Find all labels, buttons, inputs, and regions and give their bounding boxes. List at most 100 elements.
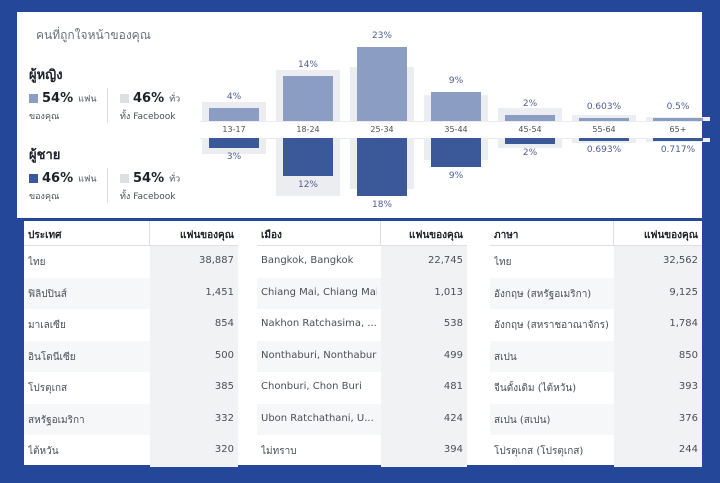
women-pct-label: 4%	[226, 92, 242, 103]
row-value: 424	[443, 412, 463, 424]
row-value: 854	[214, 318, 234, 329]
value-cell-bg	[614, 435, 702, 467]
men-bar	[209, 138, 259, 148]
table-row: สหรัฐอเมริกา 332	[24, 403, 238, 435]
table-row: โปรตุเกส 385	[24, 372, 238, 404]
column-header[interactable]: ประเทศ	[28, 230, 62, 241]
row-value: 850	[678, 349, 698, 361]
men-bar	[579, 138, 629, 141]
table-header: ประเทศ แฟนของคุณ	[24, 221, 238, 246]
row-value: 1,013	[434, 286, 463, 298]
table-header: ภาษา แฟนของคุณ	[490, 221, 702, 246]
table-row: อินโดนีเซีย 500	[24, 340, 238, 372]
row-value: 32,562	[663, 255, 698, 266]
table-row: ไต้หวัน 320	[24, 435, 238, 467]
age-tick-label: 45-54	[518, 125, 542, 134]
men-bar	[431, 138, 481, 167]
row-value: 244	[678, 444, 698, 455]
men-all-stat: 54% ทั่ว ทั้ง Facebook	[107, 168, 180, 203]
age-tick-label: 25-34	[370, 125, 394, 134]
women-fans-stat: 54% แฟน ของคุณ	[29, 88, 97, 123]
row-value: 376	[678, 412, 698, 424]
women-pct-label: 2%	[522, 98, 538, 109]
men-all-sub: ทั้ง Facebook	[120, 192, 176, 202]
column-divider	[149, 221, 150, 245]
men-bar	[357, 138, 407, 196]
age-gender-chart: 4% 3% 13-17 14% 12% 18-24 23% 18% 25-34 9% 9% 35-44…	[192, 31, 710, 212]
men-pct-label: 3%	[226, 151, 242, 162]
men-fans-stat: 46% แฟน ของคุณ	[29, 168, 97, 203]
men-swatch	[29, 174, 38, 183]
row-label: อังกฤษ (สหรัฐอเมริกา)	[494, 288, 592, 300]
men-fans-pct: 46%	[42, 171, 74, 186]
column-header[interactable]: แฟนของคุณ	[408, 230, 463, 241]
men-pct-label: 18%	[371, 199, 392, 210]
column-header[interactable]: แฟนของคุณ	[179, 230, 234, 241]
value-cell-bg	[381, 372, 467, 404]
value-cell-bg	[150, 246, 238, 278]
table-row: อังกฤษ (สหราชอาณาจักร) 1,784	[490, 309, 702, 341]
row-value: 320	[214, 444, 234, 455]
row-label: มาเลเซีย	[28, 320, 66, 331]
value-cell-bg	[150, 403, 238, 435]
women-pct-label: 0.5%	[666, 102, 690, 112]
column-divider	[380, 221, 381, 245]
row-value: 481	[443, 381, 463, 392]
table-row: อังกฤษ (สหรัฐอเมริกา) 9,125	[490, 277, 702, 309]
fans-tables: ประเทศ แฟนของคุณไทย 38,887 ฟิลิปปินส์ 1,451 ม…	[24, 221, 702, 467]
men-pct-label: 0.693%	[586, 145, 622, 155]
women-pct-label: 14%	[297, 60, 318, 71]
table-row: ไทย 38,887	[24, 246, 238, 278]
row-value: 22,745	[428, 255, 463, 266]
women-summary: ผู้หญิง 54% แฟน ของคุณ 46% ทั่ว ทั้ง Fac…	[29, 64, 180, 123]
women-bar	[505, 114, 555, 121]
value-cell-bg	[150, 277, 238, 309]
table-row: Ubon Ratchathani, U... 424	[257, 403, 467, 435]
value-cell-bg	[614, 309, 702, 341]
women-bar	[579, 118, 629, 121]
men-label: ผู้ชาย	[29, 148, 61, 163]
age-tick-label: 55-64	[592, 125, 616, 134]
table-row: โปรตุเกส (โปรตุเกส) 244	[490, 435, 702, 467]
column-header[interactable]: เมือง	[261, 230, 282, 241]
table-row: มาเลเซีย 854	[24, 309, 238, 341]
row-label: สเปน	[494, 351, 517, 363]
value-cell-bg	[614, 372, 702, 404]
table-row: Bangkok, Bangkok 22,745	[257, 246, 467, 278]
men-pct-label: 9%	[448, 170, 464, 181]
value-cell-bg	[150, 372, 238, 404]
women-all-stat: 46% ทั่ว ทั้ง Facebook	[107, 88, 180, 123]
women-bar	[357, 47, 407, 121]
women-all-word: ทั่ว	[169, 94, 181, 105]
table-row: สเปน 850	[490, 340, 702, 372]
column-header[interactable]: ภาษา	[494, 230, 519, 241]
row-label: ไทย	[494, 257, 512, 268]
countries-table: ประเทศ แฟนของคุณไทย 38,887 ฟิลิปปินส์ 1,451 ม…	[24, 221, 238, 467]
women-bar	[283, 76, 333, 121]
row-value: 393	[678, 381, 698, 392]
row-label: สหรัฐอเมริกา	[28, 414, 85, 426]
men-bar	[653, 138, 703, 141]
row-label: Chiang Mai, Chiang Mai	[261, 286, 377, 298]
row-label: ฟิลิปปินส์	[28, 288, 67, 300]
row-value: 1,451	[205, 286, 234, 298]
row-label: Ubon Ratchathani, U...	[261, 412, 374, 424]
row-label: จีนดั้งเดิม (ไต้หวัน)	[494, 383, 577, 394]
value-cell-bg	[150, 340, 238, 372]
age-tick-label: 13-17	[222, 125, 246, 134]
men-all-word: ทั่ว	[169, 174, 181, 185]
men-fans-sub: ของคุณ	[29, 192, 60, 202]
row-value: 1,784	[669, 318, 698, 329]
men-pct-label: 12%	[297, 180, 318, 191]
women-bar	[653, 118, 703, 121]
table-row: Chonburi, Chon Buri 481	[257, 372, 467, 404]
women-all-pct: 46%	[133, 91, 165, 106]
women-swatch	[29, 94, 38, 103]
value-cell-bg	[614, 277, 702, 309]
women-all-swatch	[120, 94, 129, 103]
women-fans-sub: ของคุณ	[29, 112, 60, 122]
column-header[interactable]: แฟนของคุณ	[643, 230, 698, 241]
row-label: Nonthaburi, Nonthaburi	[261, 349, 377, 361]
row-value: 500	[214, 349, 234, 361]
men-all-pct: 54%	[133, 171, 165, 186]
